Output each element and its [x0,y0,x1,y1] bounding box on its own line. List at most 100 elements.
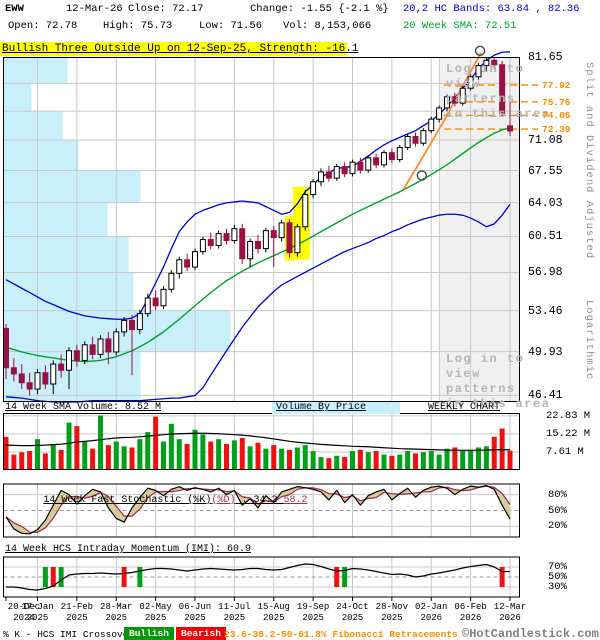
price-axis-tick: 64.03 [528,196,563,210]
upper-hc-band-line [5,51,511,320]
volume-bar [121,446,127,470]
volume-bar [263,448,269,470]
volume-by-price-badge [272,402,400,414]
candlestick-body [34,372,41,390]
candlestick-body [325,171,332,179]
date-axis-label: 12-Mar 2026 [493,602,527,623]
volume-bar [476,447,481,470]
volume-bar [27,451,33,470]
volume-bar [19,452,25,470]
weekly-chart-label: WEEKLY CHART [428,402,501,413]
candlestick-body [491,59,498,66]
volume-bar [50,443,56,470]
volume-bar [420,452,426,470]
sma20-value: 20 Week SMA: 72.51 [403,20,517,32]
date-axis-label: 17-Jan 2025 [21,602,54,623]
date-axis-label: 20-Dec 2024 [7,602,41,623]
fibonacci-legend-label: 23.6-38.2-50-61.8% Fibonacci Retracement… [224,629,458,640]
bullish-legend-chip: Bullish [124,627,174,640]
date-axis-label: 06-Jun 2025 [178,602,212,623]
open-value: Open: 72.78 [8,20,78,32]
volume-bar [239,438,245,470]
candlestick-body [333,166,340,179]
imi-crossover-bullish [58,567,64,587]
candlestick-body [231,228,238,242]
volume-bar [168,423,174,470]
volume-panel-title: 14 Week SMA Volume: 8.52 M [5,402,162,413]
imi-crossover-bullish [42,567,48,587]
volume-bar [200,434,206,470]
volume-bar [373,451,379,470]
candlestick-body [412,136,419,144]
candlestick-body [121,319,128,333]
candlestick-body [286,222,293,254]
login-overlay-line: Log in to [446,62,525,76]
candlestick-body [318,171,324,183]
price-axis-tick: 46.41 [528,389,563,403]
candlestick-body [262,230,269,250]
volume-bar [271,445,277,470]
candlestick-body [396,147,403,161]
candlestick-body [42,372,49,385]
date-axis-label: 02-May 2025 [139,602,172,623]
login-overlay-line: view patterns [446,367,516,396]
candlestick-body [278,222,285,239]
date-tick-marks [5,597,511,601]
stochastic-axis-tick: 20% [548,520,567,533]
volume-bar [310,451,316,470]
pattern-alert-banner: Bullish Three Outside Up on 12-Sep-25, S… [0,42,358,56]
quote-date: 12-Mar-26 [66,3,123,15]
high-value: High: 75.73 [103,20,173,32]
candlestick-body [349,161,356,175]
candlestick-body [247,241,254,260]
volume-bar [184,443,190,470]
imi-crossover-bearish [121,567,127,587]
candlestick-body [459,87,466,104]
stochastic-d-line [5,485,511,533]
stochastic-panel-border [3,483,520,538]
volume-bar [82,441,88,470]
imi-crossover-bullish [342,567,348,587]
candlestick-body [97,338,104,355]
candlestick-body [428,118,435,132]
date-axis-label: 21-Feb 2025 [60,602,94,623]
fibonacci-level-label: 72.39 [542,124,571,136]
volume-bar [192,429,198,470]
imi-crossover-bearish [499,567,505,587]
volume-bars [3,415,513,470]
candlesticks [3,57,513,396]
volume-by-price-bars [3,57,231,402]
candlestick-body [18,373,25,384]
volume-bar [105,445,111,470]
lower-hc-band-line [5,204,511,403]
copyright-link[interactable]: ©HotCandlestick.com [462,627,599,640]
price-axis-tick: 49.93 [528,345,563,359]
log-scale-note: Logarithmic [583,300,595,381]
volume-bar [255,442,261,470]
volume-bar [58,449,64,470]
fibonacci-level-label: 75.76 [542,96,571,108]
volume-bar [507,450,513,470]
volume-bar [42,453,48,470]
fibonacci-level-label: 77.92 [542,80,571,91]
volume-bar [357,449,363,470]
stochastic-k-value: 34.2 [253,495,278,506]
candlestick-body [436,107,443,120]
candlestick-body [341,166,348,175]
adjusted-axis-note: Split and Dividend Adjusted [583,62,595,260]
candlestick-body [3,327,9,369]
candlestick-body [105,338,112,353]
date-axis-label: 02-Jan 2026 [415,602,448,623]
volume-bar [365,452,371,470]
candlestick-body [483,59,490,66]
volume-axis-tick: 7.61 M [546,445,584,458]
candlestick-body [152,297,159,307]
login-overlay-line: in this area [446,397,551,411]
volume-bar [208,441,214,470]
volume-bar [176,439,182,470]
change-value: Change: -1.55 {-2.1 %} [250,3,389,15]
candlestick-body [270,230,277,239]
candlestick-body [176,259,183,274]
volume-bar [302,445,308,470]
